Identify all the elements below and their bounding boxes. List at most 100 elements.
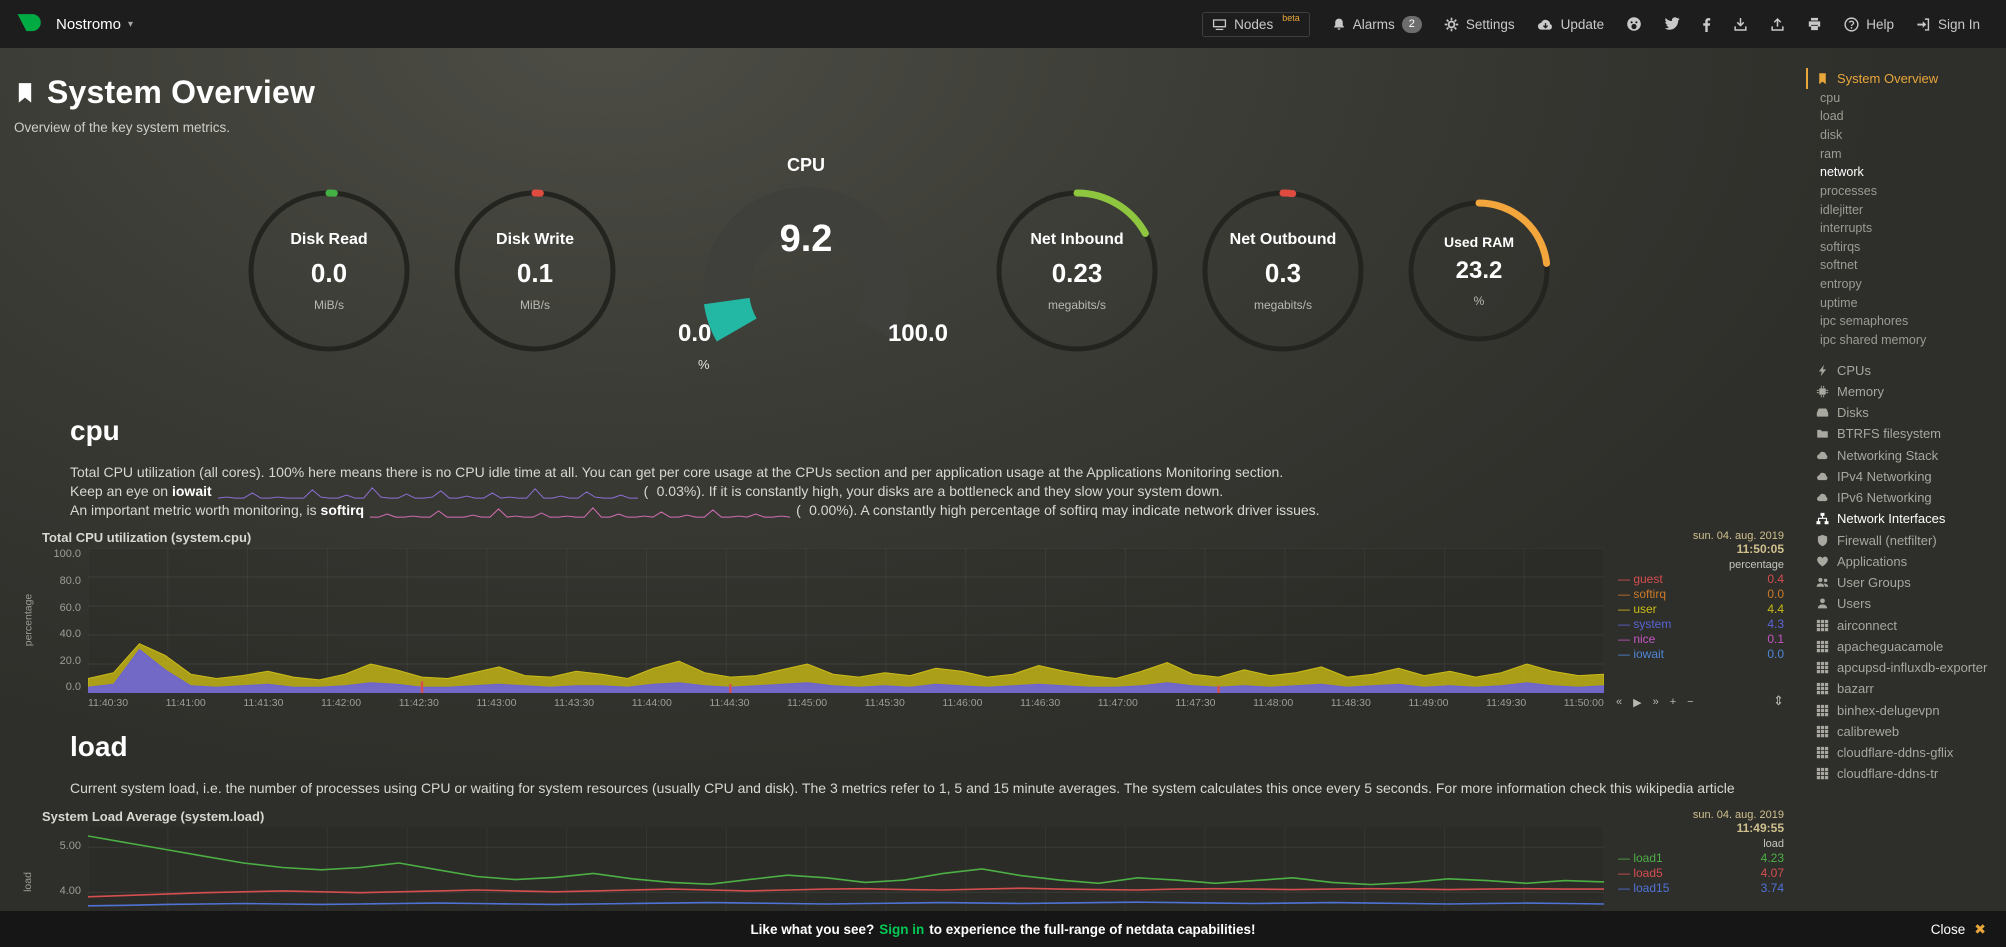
sidebar-item-binhex-delugevpn[interactable]: binhex-delugevpn (1806, 700, 2002, 721)
sidebar-item-airconnect[interactable]: airconnect (1806, 615, 2002, 636)
sidebar-item-cloudflare-ddns-gflix[interactable]: cloudflare-ddns-gflix (1806, 743, 2002, 764)
gauge-label: Disk Read (290, 230, 368, 248)
nav-print-button[interactable] (1807, 17, 1822, 31)
sidebar-item-label: IPv4 Networking (1837, 468, 1932, 484)
node-selector[interactable]: Nostromo ▾ (56, 16, 133, 33)
x-tick: 11:46:00 (942, 697, 983, 710)
nav-nodes-button[interactable]: Nodes beta (1202, 11, 1310, 37)
nav-signin-button[interactable]: Sign In (1916, 17, 1980, 32)
chart-zoom-in-button[interactable]: + (1669, 696, 1677, 709)
github-icon (1626, 16, 1642, 32)
gauge-disk-write[interactable]: Disk Write 0.1 MiB/s (450, 186, 620, 356)
sidebar-item-cpu[interactable]: cpu (1806, 89, 2002, 108)
sidebar-item-ipv6-networking[interactable]: IPv6 Networking (1806, 488, 2002, 509)
sidebar-item-ipc-shared-memory[interactable]: ipc shared memory (1806, 331, 2002, 350)
sidebar-item-label: Applications (1837, 553, 1908, 569)
sidebar-item-label: entropy (1820, 277, 1862, 291)
sidebar-item-applications[interactable]: Applications (1806, 551, 2002, 572)
legend-row-load1[interactable]: — load1 4.23 (1618, 850, 1784, 865)
netdata-logo[interactable] (16, 10, 42, 39)
chart-play-button[interactable]: ▶ (1633, 697, 1642, 710)
sidebar-item-entropy[interactable]: entropy (1806, 276, 2002, 295)
sidebar-item-ipc-semaphores[interactable]: ipc semaphores (1806, 313, 2002, 332)
sidebar-item-label: ram (1820, 146, 1842, 161)
sidebar-item-ram[interactable]: ram (1806, 145, 2002, 164)
gauge-cpu[interactable]: CPU 9.2 0.0 100.0 % (656, 155, 956, 387)
legend-row-softirq[interactable]: — softirq 0.0 (1618, 587, 1784, 602)
cpu-gauge-min: 0.0 (678, 320, 712, 347)
legend-row-user[interactable]: — user 4.4 (1618, 602, 1784, 617)
cpu-legend-rows: — guest 0.4— softirq 0.0— user 4.4— system 4… (1618, 572, 1784, 662)
sidebar-item-btrfs-filesystem[interactable]: BTRFS filesystem (1806, 424, 2002, 445)
sidebar-item-label: binhex-delugevpn (1837, 702, 1940, 718)
sidebar-item-load[interactable]: load (1806, 108, 2002, 127)
chart-forward-button[interactable]: » (1652, 696, 1659, 709)
sidebar-item-user-groups[interactable]: User Groups (1806, 573, 2002, 594)
sidebar-item-apcupsd-influxdb-exporter[interactable]: apcupsd-influxdb-exporter (1806, 658, 2002, 679)
x-tick: 11:44:00 (631, 697, 672, 710)
sidebar-item-apacheguacamole[interactable]: apacheguacamole (1806, 636, 2002, 657)
cpu-plot[interactable] (88, 548, 1604, 694)
legend-row-guest[interactable]: — guest 0.4 (1618, 572, 1784, 587)
legend-row-load5[interactable]: — load5 4.07 (1618, 865, 1784, 880)
sidebar-item-memory[interactable]: Memory (1806, 381, 2002, 402)
nav-alarms-button[interactable]: Alarms 2 (1332, 15, 1422, 33)
x-tick: 11:41:30 (243, 697, 284, 710)
chart-rewind-button[interactable]: « (1616, 696, 1623, 709)
softirq-sparkline[interactable] (370, 504, 791, 519)
gauge-unit: MiB/s (314, 297, 344, 312)
x-tick: 11:49:30 (1486, 697, 1527, 710)
sidebar-item-idlejitter[interactable]: idlejitter (1806, 201, 2002, 220)
gauge-disk-read[interactable]: Disk Read 0.0 MiB/s (244, 186, 414, 356)
sidebar-item-users[interactable]: Users (1806, 594, 2002, 615)
gauge-net-outbound[interactable]: Net Outbound 0.3 megabits/s (1198, 186, 1368, 356)
gauge-used-ram[interactable]: Used RAM 23.2 % (1404, 196, 1554, 346)
sidebar-item-ipv4-networking[interactable]: IPv4 Networking (1806, 466, 2002, 487)
legend-row-system[interactable]: — system 4.3 (1618, 617, 1784, 632)
sidebar-item-cpus[interactable]: CPUs (1806, 360, 2002, 381)
nav-github-button[interactable] (1626, 16, 1642, 32)
sidebar-item-networking-stack[interactable]: Networking Stack (1806, 445, 2002, 466)
sidebar-item-disk[interactable]: disk (1806, 127, 2002, 146)
banner-signin-link[interactable]: Sign in (879, 921, 925, 937)
legend-row-load15[interactable]: — load15 3.74 (1618, 880, 1784, 895)
gauge-unit: % (1473, 294, 1485, 308)
nav-facebook-button[interactable] (1702, 17, 1711, 32)
nav-export-snapshot-button[interactable] (1770, 17, 1785, 32)
x-tick: 11:42:00 (321, 697, 362, 710)
sidebar-item-cloudflare-ddns-tr[interactable]: cloudflare-ddns-tr (1806, 764, 2002, 785)
load-section-description: Current system load, i.e. the number of … (70, 780, 1735, 797)
gauge-net-inbound[interactable]: Net Inbound 0.23 megabits/s (992, 186, 1162, 356)
sidebar-item-processes[interactable]: processes (1806, 182, 2002, 201)
sidebar-item-softirqs[interactable]: softirqs (1806, 238, 2002, 257)
sidebar-item-network-interfaces[interactable]: Network Interfaces (1806, 509, 2002, 530)
nav-update-button[interactable]: Update (1537, 17, 1604, 32)
sidebar-item-softnet[interactable]: softnet (1806, 257, 2002, 276)
banner-close-label[interactable]: Close (1930, 921, 1966, 937)
x-tick: 11:48:00 (1253, 697, 1294, 710)
nav-import-snapshot-button[interactable] (1733, 17, 1748, 32)
sidebar-item-label: Network Interfaces (1837, 511, 1946, 527)
sidebar-item-label: User Groups (1837, 575, 1911, 590)
sidebar-item-label: Users (1837, 596, 1871, 612)
legend-row-iowait[interactable]: — iowait 0.0 (1618, 647, 1784, 662)
banner-close-icon[interactable]: ✖ (1974, 920, 1986, 937)
sidebar-item-bazarr[interactable]: bazarr (1806, 679, 2002, 700)
cpu-gauge-unit: % (698, 357, 710, 372)
chart-zoom-out-button[interactable]: − (1687, 696, 1694, 709)
sidebar-item-calibreweb[interactable]: calibreweb (1806, 721, 2002, 742)
iowait-sparkline[interactable] (217, 485, 638, 500)
sidebar-item-system-overview[interactable]: System Overview (1806, 68, 2002, 90)
y-tick: 5.00 (59, 839, 81, 852)
cpu-chart-toolbar: « ▶ » + − (1616, 696, 1694, 709)
cpu-chart-resize-handle[interactable]: ⇕ (1773, 693, 1784, 709)
sidebar-item-interrupts[interactable]: interrupts (1806, 220, 2002, 239)
sidebar-item-network[interactable]: network (1806, 164, 2002, 183)
sidebar-item-firewall-netfilter[interactable]: Firewall (netfilter) (1806, 530, 2002, 551)
nav-help-button[interactable]: Help (1844, 17, 1894, 32)
sidebar-item-uptime[interactable]: uptime (1806, 294, 2002, 313)
legend-row-nice[interactable]: — nice 0.1 (1618, 632, 1784, 647)
sidebar-item-disks[interactable]: Disks (1806, 403, 2002, 424)
nav-twitter-button[interactable] (1664, 17, 1680, 31)
nav-settings-button[interactable]: Settings (1444, 17, 1515, 32)
